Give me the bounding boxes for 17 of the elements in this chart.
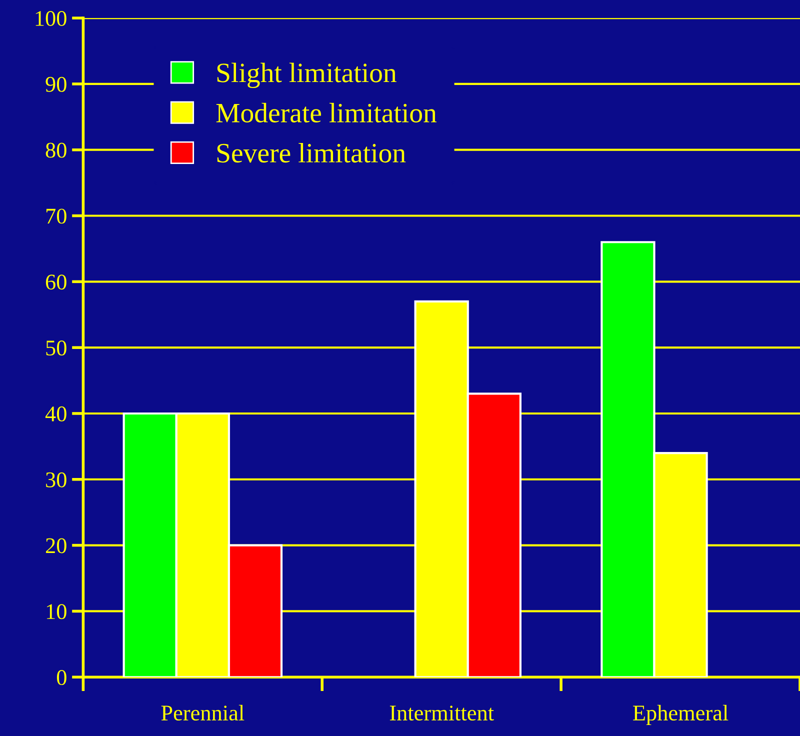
y-tick-label: 100: [36, 10, 66, 26]
y-tick-label: 60: [46, 274, 66, 290]
y-tick-label: 40: [45, 406, 66, 422]
x-tick-label: Perennial: [161, 704, 244, 721]
y-tick-label: 20: [46, 538, 66, 554]
legend-label: Severe limitation: [217, 143, 406, 163]
x-tick-label: Ephemeral: [633, 704, 728, 726]
y-tick-label: 30: [46, 472, 66, 488]
legend-label: Moderate limitation: [216, 102, 437, 122]
x-tick-label: Intermittent: [390, 706, 494, 721]
y-tick-label: 50: [46, 340, 66, 356]
y-tick-label: 0: [56, 670, 66, 686]
y-tick-label: 70: [46, 208, 66, 224]
y-tick-label: 10: [46, 604, 66, 620]
y-tick-label: 90: [46, 76, 66, 92]
legend-label: Slight limitation: [217, 62, 396, 88]
y-tick-label: 80: [46, 142, 66, 158]
